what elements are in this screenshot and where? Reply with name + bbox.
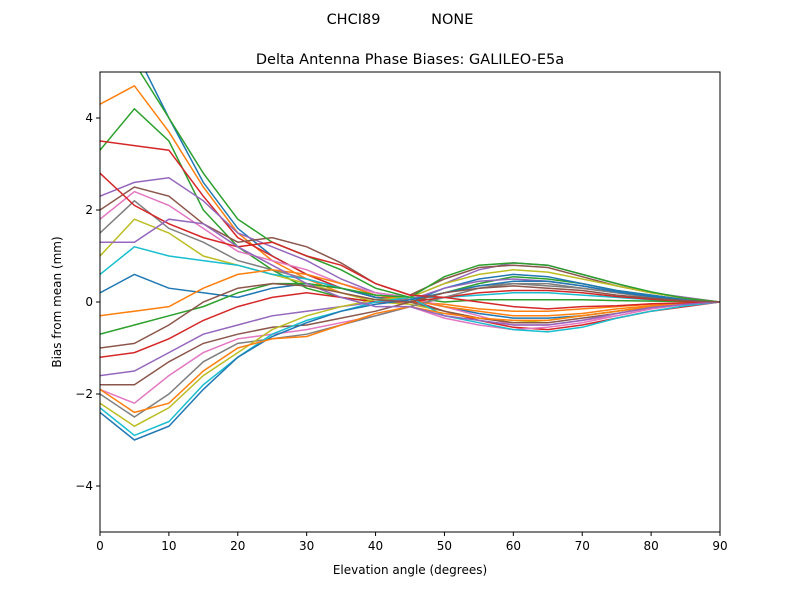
x-tick-label: 30 <box>299 539 314 553</box>
series-line-25 <box>100 218 720 326</box>
series-line-1 <box>145 72 720 319</box>
x-tick-label: 90 <box>712 539 727 553</box>
y-tick-label: 2 <box>85 203 93 217</box>
chart-suptitle: CHCI89 NONE <box>327 12 474 28</box>
series-line-23 <box>100 72 720 303</box>
series-line-3 <box>100 107 720 303</box>
series-line-20 <box>100 296 720 437</box>
x-tick-label: 70 <box>575 539 590 553</box>
series-line-21 <box>100 280 720 441</box>
series-line-6 <box>100 186 720 303</box>
x-axis-label: Elevation angle (degrees) <box>333 563 487 577</box>
chart-title: Delta Antenna Phase Biases: GALILEO-E5a <box>256 52 564 68</box>
y-axis-label: Bias from mean (mm) <box>50 236 64 367</box>
x-tick-label: 80 <box>643 539 658 553</box>
series-line-17 <box>100 301 720 405</box>
y-tick-label: 4 <box>85 111 93 125</box>
series-line-24 <box>100 172 720 310</box>
x-tick-label: 20 <box>230 539 245 553</box>
x-axis: 0 10 20 30 40 50 60 70 80 90 <box>96 532 728 553</box>
series-lines <box>100 72 720 441</box>
x-tick-label: 40 <box>368 539 383 553</box>
y-tick-label: −4 <box>75 479 93 493</box>
y-tick-label: 0 <box>85 295 93 309</box>
y-tick-label: −2 <box>75 387 93 401</box>
x-tick-label: 60 <box>506 539 521 553</box>
x-tick-label: 10 <box>161 539 176 553</box>
series-line-5 <box>100 177 720 303</box>
series-line-26 <box>100 282 720 349</box>
x-tick-label: 0 <box>96 539 104 553</box>
series-line-2 <box>100 84 720 312</box>
x-tick-label: 50 <box>437 539 452 553</box>
y-axis: −4 −2 0 2 4 <box>75 111 100 493</box>
